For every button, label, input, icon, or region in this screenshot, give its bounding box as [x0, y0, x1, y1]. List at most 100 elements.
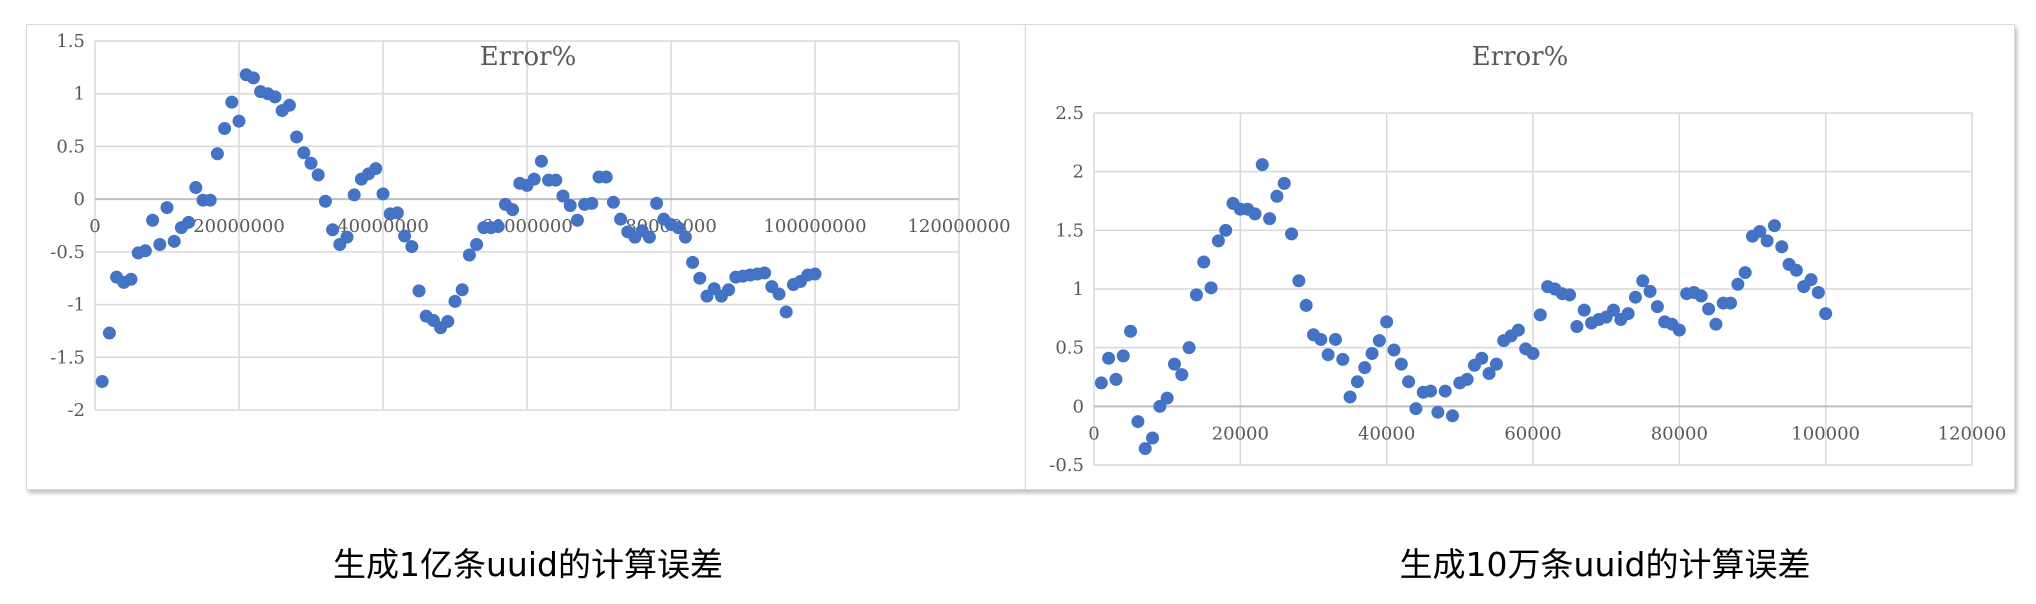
data-point [506, 203, 520, 217]
data-point [1299, 298, 1313, 312]
scatter-chart-right: 2.521.510.50-0.50 20000 40000 60000 80000 100… [1049, 42, 2006, 476]
data-point [1643, 284, 1657, 298]
data-point [1753, 225, 1767, 239]
data-point [1811, 286, 1825, 300]
data-point [1211, 234, 1225, 248]
y-tick-label: 1 [1073, 279, 1084, 300]
data-point [1365, 347, 1379, 361]
data-point [1563, 288, 1577, 302]
data-point [1321, 348, 1335, 362]
data-point [606, 195, 620, 209]
data-point [1533, 308, 1547, 322]
data-point [369, 162, 383, 176]
data-point [1094, 376, 1108, 390]
data-point [491, 220, 505, 234]
data-point [282, 98, 296, 112]
y-tick-label: -1 [67, 295, 85, 316]
data-point [563, 198, 577, 212]
x-tick-label: 100000000 [763, 216, 866, 237]
data-point [1789, 263, 1803, 277]
data-point [1146, 431, 1160, 445]
data-point [1819, 307, 1833, 321]
data-point [1197, 255, 1211, 269]
data-point [686, 255, 700, 269]
scatter-chart-left: 1.510.50-0.5-1-1.5-20 20000000 40000000 600… [50, 31, 1010, 421]
data-point [1285, 227, 1299, 241]
data-point [758, 266, 772, 280]
data-point [167, 234, 181, 248]
data-point [1804, 273, 1818, 287]
data-point [1424, 384, 1438, 398]
data-point [225, 95, 239, 109]
data-point [1460, 372, 1474, 386]
y-tick-label: 1 [74, 84, 85, 105]
data-point [1570, 320, 1584, 334]
x-tick-label: 120000000 [907, 216, 1010, 237]
y-tick-label: -0.5 [50, 242, 85, 263]
y-tick-label: 1.5 [1055, 220, 1084, 241]
data-point [1775, 240, 1789, 254]
data-point [448, 294, 462, 308]
data-point [1394, 357, 1408, 371]
data-point [182, 215, 196, 229]
data-point [340, 230, 354, 244]
data-point [678, 230, 692, 244]
x-tick-label: 0 [89, 216, 100, 237]
data-point [1358, 361, 1372, 375]
data-point [1672, 323, 1686, 337]
data-point [376, 187, 390, 201]
data-point [138, 244, 152, 258]
data-point [304, 156, 318, 170]
data-point [347, 188, 361, 202]
data-point [124, 272, 138, 286]
data-point [1709, 317, 1723, 331]
data-point [311, 168, 325, 182]
x-tick-label: 60000000 [481, 216, 573, 237]
data-point [556, 189, 570, 203]
data-point [1328, 332, 1342, 346]
data-point [671, 221, 685, 235]
data-point [1255, 158, 1269, 172]
data-point [772, 287, 786, 301]
data-point [318, 194, 332, 208]
x-tick-label: 0 [1088, 423, 1099, 444]
data-point [1650, 300, 1664, 314]
data-point [549, 173, 563, 187]
data-point [398, 229, 412, 243]
data-point [203, 193, 217, 207]
data-point [693, 271, 707, 285]
data-point [534, 154, 548, 168]
data-point [102, 326, 116, 340]
data-point [1270, 189, 1284, 203]
caption-left: 生成1亿条uuid的计算误差 [333, 545, 723, 584]
data-point [1606, 303, 1620, 317]
x-tick-label: 60000 [1504, 423, 1561, 444]
data-point [1482, 366, 1496, 380]
caption-right: 生成10万条uuid的计算误差 [1399, 545, 1811, 584]
data-point [246, 71, 260, 85]
data-point [1248, 207, 1262, 221]
data-point [570, 213, 584, 227]
data-point [1160, 391, 1174, 405]
y-tick-label: -2 [67, 400, 85, 421]
data-point [1526, 347, 1540, 361]
data-point [218, 122, 232, 136]
y-tick-label: 0.5 [56, 136, 85, 157]
data-point [1489, 357, 1503, 371]
y-tick-label: 1.5 [56, 31, 85, 52]
data-point [1116, 349, 1130, 363]
data-point [290, 130, 304, 144]
data-point [1387, 343, 1401, 357]
data-point [1760, 234, 1774, 248]
y-tick-label: 0 [74, 189, 85, 210]
chart-panel-left: 1.5 1 0.5 0 -0.5 -1 -1.5 -2 0 20000000 40000000 600… [26, 24, 1026, 490]
data-point [1702, 302, 1716, 316]
data-point [1372, 334, 1386, 348]
data-point [1628, 290, 1642, 304]
data-point [1167, 357, 1181, 371]
data-point [268, 90, 282, 104]
data-point [1731, 277, 1745, 291]
data-point [1131, 415, 1145, 429]
data-point [1292, 274, 1306, 288]
y-tick-label: -0.5 [1049, 455, 1084, 476]
